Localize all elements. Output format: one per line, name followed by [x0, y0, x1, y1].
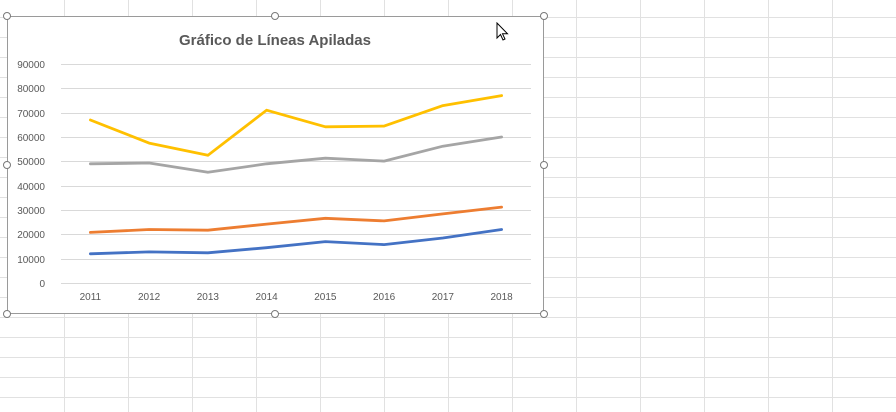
y-tick-label: 90000 — [17, 60, 45, 71]
y-tick-label: 80000 — [17, 84, 45, 95]
x-tick-label: 2011 — [80, 292, 102, 303]
y-tick-label: 60000 — [17, 133, 45, 144]
resize-handle-top-right[interactable] — [540, 12, 548, 20]
chart-title: Gráfico de Líneas Apiladas — [179, 32, 371, 49]
series-line-2 — [89, 205, 504, 234]
x-tick-label: 2017 — [432, 292, 455, 303]
x-tick-label: 2012 — [138, 292, 161, 303]
resize-handle-top-middle[interactable] — [271, 12, 279, 20]
y-tick-label: 10000 — [17, 255, 45, 266]
series-lines — [89, 94, 504, 256]
y-tick-label: 30000 — [17, 206, 45, 217]
y-tick-label: 50000 — [17, 157, 45, 168]
y-tick-label: 0 — [39, 279, 45, 290]
y-axis-labels: 0 10000 20000 30000 40000 50000 60000 70000 8000… — [17, 60, 45, 290]
gridlines — [61, 64, 531, 284]
x-tick-label: 2013 — [197, 292, 220, 303]
line-chart: Gráfico de Líneas Apiladas 0 10000 20000 30… — [17, 32, 531, 303]
x-tick-label: 2018 — [491, 292, 514, 303]
series-line-1 — [89, 228, 504, 256]
series-line-4 — [89, 94, 504, 157]
y-tick-label: 40000 — [17, 182, 45, 193]
x-axis-labels: 2011 2012 2013 2014 2015 2016 2017 2018 — [80, 292, 514, 303]
y-tick-label: 20000 — [17, 230, 45, 241]
series-line-3 — [89, 135, 504, 174]
resize-handle-bottom-right[interactable] — [540, 310, 548, 318]
resize-handle-middle-left[interactable] — [3, 161, 11, 169]
x-tick-label: 2014 — [256, 292, 279, 303]
resize-handle-top-left[interactable] — [3, 12, 11, 20]
y-tick-label: 70000 — [17, 109, 45, 120]
mouse-pointer-icon — [496, 22, 509, 41]
resize-handle-bottom-middle[interactable] — [271, 310, 279, 318]
resize-handle-middle-right[interactable] — [540, 161, 548, 169]
chart-object[interactable]: Gráfico de Líneas Apiladas 0 10000 20000 30… — [7, 16, 544, 314]
resize-handle-bottom-left[interactable] — [3, 310, 11, 318]
x-tick-label: 2016 — [373, 292, 396, 303]
x-tick-label: 2015 — [314, 292, 337, 303]
